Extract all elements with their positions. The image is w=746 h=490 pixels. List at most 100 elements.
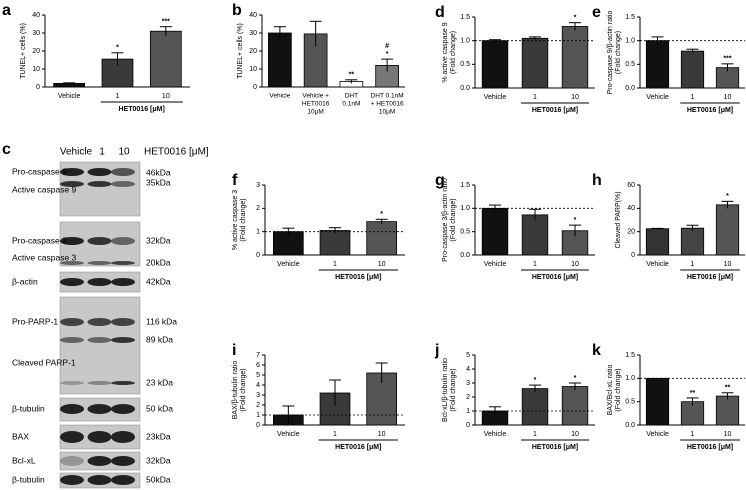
x-tick-label: 1 — [533, 261, 537, 268]
blot-band — [60, 431, 84, 443]
y-tick-label: 2 — [256, 205, 260, 212]
y-tick-label: 7 — [256, 352, 260, 359]
x-tick-label: 10 — [571, 94, 579, 101]
blot-band — [87, 475, 112, 485]
x-tick-label: 1 — [533, 431, 537, 438]
x-tick-label: 1 — [333, 261, 337, 268]
bar — [645, 228, 670, 256]
blot-band — [60, 456, 84, 466]
panel-label: i — [232, 342, 236, 359]
y-tick-label: 6 — [256, 362, 260, 369]
y-tick-label: 20 — [627, 229, 635, 236]
x-tick-label: 1 — [691, 94, 695, 101]
x-tick-label: 1 — [533, 94, 537, 101]
kda-marker: 35kDa — [146, 177, 171, 187]
x-tick-label: Vehicle — [269, 93, 290, 100]
blot-band — [111, 475, 135, 485]
y-tick-label: 4 — [256, 382, 260, 389]
x-tick-label: Vehicle + — [302, 93, 329, 100]
y-tick-label: 20 — [32, 48, 40, 55]
kda-marker: 32kDa — [146, 235, 171, 245]
blot-membrane — [59, 296, 141, 395]
y-axis-label: BAX/Bcl-xL ratio — [607, 365, 614, 416]
y-axis-label: TUNEL+ cells (%) — [237, 23, 244, 79]
x-tick-label: DHT — [345, 93, 358, 100]
blot-band — [60, 475, 84, 485]
lane-group-label: HET0016 [μM] — [144, 147, 209, 158]
blot-band — [60, 278, 84, 286]
significance-label: # — [385, 43, 389, 50]
blot-band — [60, 168, 84, 176]
y-tick-label: 0.0 — [460, 252, 470, 259]
y-tick-label: 2 — [256, 402, 260, 409]
x-tick-label: 10 — [162, 93, 170, 100]
bar — [680, 227, 705, 256]
significance-label: ** — [349, 72, 355, 79]
significance-label: * — [116, 45, 119, 52]
x-tick-label: Vehicle — [277, 431, 300, 438]
bar — [715, 204, 740, 256]
panel-label: h — [592, 172, 602, 189]
y-axis-label: TUNEL+ cells (%) — [20, 23, 27, 79]
significance-label: ** — [725, 385, 731, 392]
y-tick-label: 40 — [32, 12, 40, 19]
x-tick-label: Vehicle — [646, 431, 669, 438]
blot-band — [60, 381, 84, 385]
y-tick-label: 0.5 — [625, 61, 635, 68]
y-tick-label: 1.0 — [460, 205, 470, 212]
bar — [561, 26, 589, 89]
y-tick-label: 1.5 — [460, 182, 470, 189]
y-tick-label: 0 — [253, 84, 257, 91]
y-tick-label: 30 — [32, 30, 40, 37]
x-group-label: HET0016 [μM] — [335, 274, 381, 281]
x-tick-label: Vehicle — [484, 431, 507, 438]
y-tick-label: 0 — [36, 84, 40, 91]
blot-band — [60, 337, 84, 343]
x-tick-label: 10μM — [307, 109, 323, 116]
kda-marker: 32kDa — [146, 455, 171, 465]
blot-band — [87, 404, 112, 414]
kda-marker: 20kDa — [146, 257, 171, 267]
kda-marker: 50 kDa — [146, 403, 173, 413]
blot-band — [60, 404, 84, 414]
x-group-label: HET0016 [μM] — [532, 444, 578, 451]
y-tick-label: 40 — [249, 12, 257, 19]
y-tick-label: 30 — [249, 30, 257, 37]
y-axis-label: (Fold change) — [240, 368, 247, 411]
y-tick-label: 0.0 — [625, 85, 635, 92]
significance-label: * — [380, 211, 383, 218]
y-tick-label: 1.5 — [625, 14, 635, 21]
blot-band — [87, 261, 112, 265]
panel-label: j — [434, 342, 439, 359]
y-tick-label: 1 — [256, 229, 260, 236]
x-tick-label: 10 — [378, 261, 386, 268]
blot-band — [111, 278, 135, 286]
blot-band — [87, 237, 112, 245]
y-tick-label: 1.0 — [625, 38, 635, 45]
protein-label: Active caspase 9 — [12, 184, 77, 194]
protein-label: Pro-caspase 9 — [12, 166, 67, 176]
x-tick-label: 0.1nM — [342, 101, 360, 108]
blot-band — [111, 237, 135, 245]
lane-label: 10 — [118, 147, 130, 158]
bar — [481, 207, 509, 256]
x-tick-label: 1 — [691, 431, 695, 438]
panel-label: d — [435, 4, 445, 21]
x-tick-label: 10 — [724, 94, 732, 101]
bar — [366, 372, 398, 426]
blot-band — [111, 261, 135, 265]
y-tick-label: 40 — [627, 205, 635, 212]
blot-band — [60, 181, 84, 187]
blot-band — [111, 168, 135, 176]
x-group-label: HET0016 [μM] — [119, 106, 165, 113]
blot-band — [87, 318, 112, 326]
blot-band — [87, 181, 112, 187]
x-group-label: HET0016 [μM] — [687, 274, 733, 281]
y-tick-label: 0.5 — [625, 399, 635, 406]
y-tick-label: 60 — [627, 182, 635, 189]
x-tick-label: 10 — [571, 431, 579, 438]
significance-label: ** — [690, 390, 696, 397]
protein-label: Cleaved PARP-1 — [12, 357, 76, 367]
y-axis-label: (Fold change) — [240, 198, 247, 241]
